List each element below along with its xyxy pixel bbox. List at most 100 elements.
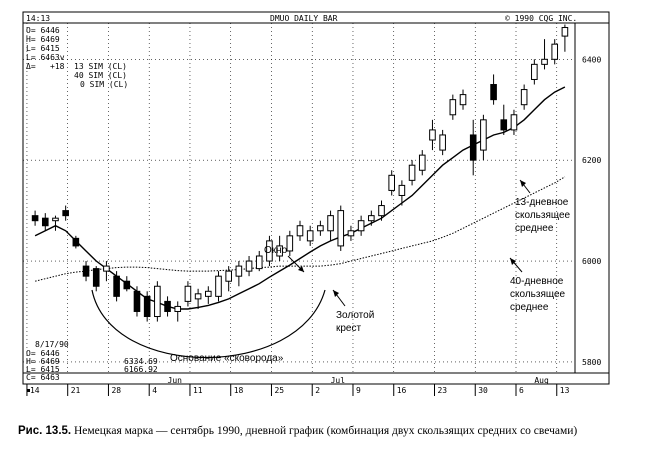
candle-up	[551, 43, 559, 60]
candle-down	[123, 280, 131, 290]
candle-down	[92, 268, 100, 287]
ma40-value: 6166.92	[124, 365, 158, 374]
info-delta-label: Δ=	[26, 62, 36, 71]
caption-text: Немецкая марка — сентябрь 1990, дневной …	[71, 425, 578, 437]
candle-up	[357, 220, 365, 232]
candle-up	[510, 114, 518, 131]
candle-up	[286, 235, 294, 252]
annotation-ma13-2: скользящее	[515, 210, 571, 221]
candle-up	[368, 215, 375, 222]
candle-up	[225, 270, 232, 282]
annotation-golden-cross-2: крест	[336, 323, 361, 334]
candle-up	[205, 290, 212, 297]
candle-down	[82, 265, 90, 277]
month-label: Jun	[168, 376, 183, 385]
candle-up	[296, 225, 304, 237]
x-tick-label: 30	[478, 386, 488, 395]
candle-up	[194, 293, 202, 300]
annotation-golden-cross-1: Золотой	[336, 310, 374, 321]
candle-up	[347, 230, 355, 237]
candle-up	[174, 305, 182, 312]
candle-up	[429, 129, 436, 141]
candle-up	[317, 225, 324, 232]
header-title: DMUO DAILY BAR	[270, 14, 338, 23]
annotation-ma13-arrowhead	[520, 180, 526, 187]
x-tick-label: 28	[111, 386, 121, 395]
candle-up	[408, 164, 416, 181]
candle-up	[378, 205, 385, 217]
header-time: 14:13	[26, 14, 50, 23]
candle-up	[520, 89, 528, 106]
x-tick-label: 9	[356, 386, 361, 395]
x-tick-label: 18	[234, 386, 244, 395]
info-b-open: O= 6446	[26, 349, 60, 358]
ma40-line	[34, 176, 566, 282]
x-tick-label: 14	[30, 386, 40, 395]
candle-up	[215, 275, 222, 297]
month-label: Jul	[331, 376, 346, 385]
candle-up	[52, 217, 59, 222]
annotation-ma40-3: среднее	[510, 302, 549, 313]
saucer-arc	[91, 289, 326, 359]
annotation-ma40-2: скользящее	[510, 289, 566, 300]
info-low: L= 6415	[26, 44, 60, 53]
x-tick-label: 2	[315, 386, 320, 395]
info-sim-40: 40 SIM (CL)	[74, 71, 127, 80]
ma13-polyline	[34, 86, 566, 310]
candle-up	[561, 27, 569, 37]
annotations: Окно Золотой крест 13-дневное скользящее…	[170, 179, 571, 364]
x-tick-label: 16	[397, 386, 407, 395]
candle-down	[62, 210, 69, 217]
candle-down	[72, 237, 80, 247]
candle-down	[133, 290, 141, 312]
candle-up	[439, 134, 446, 151]
info-b-close: C= 6463	[26, 373, 60, 382]
info-high: H= 6469	[26, 35, 60, 44]
candle-up	[245, 260, 253, 272]
candle-up	[103, 265, 110, 272]
x-tick-label: 21	[71, 386, 81, 395]
candlestick-chart: 14:13 DMUO DAILY BAR © 1990 CQG INC. 580…	[22, 11, 610, 396]
caption-label: Рис. 13.5.	[18, 425, 72, 437]
ma40-polyline	[34, 176, 566, 282]
candle-up	[531, 63, 538, 80]
candle-up	[306, 230, 314, 242]
date-axis-marker	[27, 389, 30, 392]
candle-down	[31, 215, 39, 222]
candle-down	[164, 300, 171, 312]
figure-caption: Рис. 13.5. Немецкая марка — сентябрь 199…	[18, 424, 648, 438]
candle-up	[480, 119, 487, 151]
annotation-window: Окно	[264, 245, 288, 256]
month-label: Aug	[534, 376, 549, 385]
info-top: O= 6446 H= 6469 L= 6415 L= 6463v Δ= +18 …	[26, 26, 128, 89]
y-tick-label: 6200	[582, 156, 601, 165]
candle-down	[41, 217, 49, 227]
x-tick-label: 11	[193, 386, 203, 395]
annotation-saucer: Основание «сковорода»	[170, 353, 284, 364]
candle-up	[255, 255, 263, 270]
info-date: 8/17/90	[35, 340, 69, 349]
plot-frame	[22, 22, 610, 385]
candle-up	[266, 240, 273, 262]
info-b-high: H= 6469	[26, 357, 60, 366]
ma13-value: 6334.69	[124, 357, 158, 366]
candle-up	[337, 210, 345, 247]
candle-up	[459, 94, 467, 106]
candle-up	[418, 154, 426, 171]
candle-up	[184, 285, 192, 302]
x-tick-label: 6	[519, 386, 524, 395]
annotation-window-arrowhead	[298, 266, 304, 272]
candle-up	[541, 58, 548, 65]
x-tick-label: 23	[437, 386, 447, 395]
header-copyright: © 1990 CQG INC.	[505, 14, 577, 23]
info-open: O= 6446	[26, 26, 60, 35]
y-tick-label: 6000	[582, 257, 601, 266]
ma13-line	[34, 86, 566, 310]
candle-down	[143, 295, 151, 318]
candle-up	[449, 99, 457, 116]
annotation-ma13-1: 13-дневное	[515, 197, 569, 208]
candle-down	[469, 134, 477, 161]
candles	[31, 24, 569, 322]
x-tick-label: 13	[560, 386, 570, 395]
candle-down	[113, 275, 120, 297]
